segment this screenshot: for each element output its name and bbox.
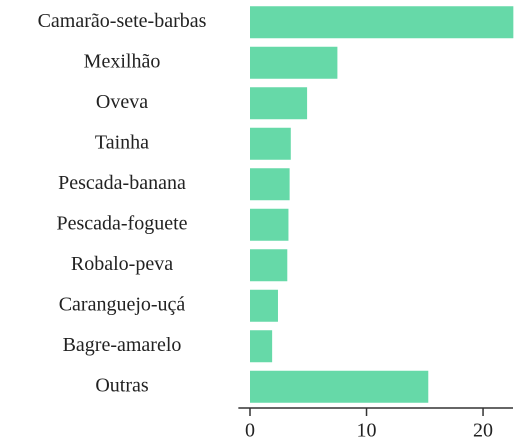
- x-tick-label: 0: [245, 420, 255, 442]
- y-tick-label: Robalo-peva: [71, 253, 173, 275]
- bar: [250, 249, 288, 282]
- bar: [250, 87, 308, 120]
- x-tick-label: 20: [473, 420, 493, 442]
- y-tick-label: Mexilhão: [84, 50, 161, 72]
- bar: [250, 330, 273, 363]
- y-tick-label: Oveva: [96, 91, 148, 113]
- bar: [250, 208, 289, 241]
- x-tick-label: 10: [357, 420, 377, 442]
- bar: [250, 370, 429, 403]
- bar: [250, 46, 338, 79]
- y-tick-label: Outras: [95, 374, 149, 396]
- bar: [250, 289, 278, 322]
- y-tick-label: Bagre-amarelo: [63, 334, 182, 356]
- y-tick-label: Camarão-sete-barbas: [38, 10, 207, 32]
- bar: [250, 127, 291, 160]
- y-tick-label: Pescada-foguete: [56, 212, 187, 234]
- y-tick-label: Pescada-banana: [58, 172, 186, 194]
- y-tick-label: Tainha: [95, 131, 149, 153]
- bar: [250, 6, 514, 39]
- bar: [250, 168, 290, 201]
- y-tick-label: Caranguejo-uçá: [59, 293, 186, 315]
